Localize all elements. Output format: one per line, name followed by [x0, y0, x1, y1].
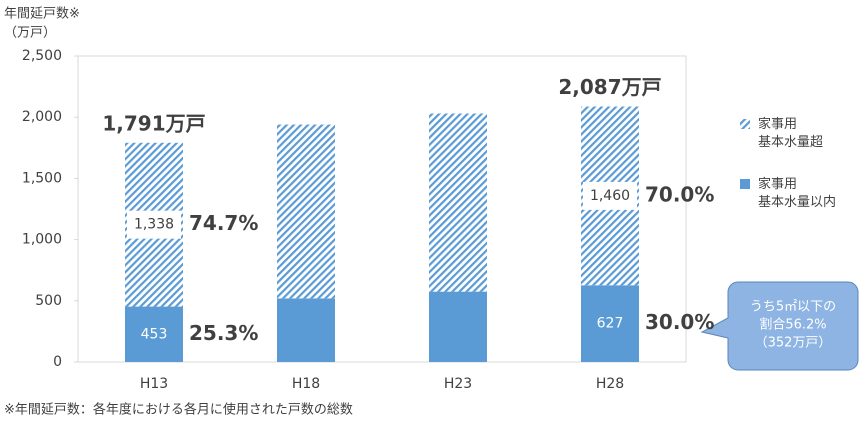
bar-segment	[429, 113, 487, 292]
value-label: 453	[141, 326, 168, 342]
percent-label: 30.0%	[645, 310, 714, 334]
bar-segment	[429, 291, 487, 362]
percent-label: 25.3%	[189, 321, 258, 345]
x-tick-label: H28	[596, 376, 624, 392]
y-tick-label: 1,000	[22, 232, 62, 248]
value-label: 1,460	[590, 188, 630, 204]
label-bg	[127, 210, 181, 239]
x-tick-label: H18	[292, 376, 320, 392]
callout-text: 割合56.2%	[759, 317, 826, 333]
bar-segment	[125, 306, 183, 362]
total-label: 2,087万戸	[558, 75, 661, 99]
percent-label: 70.0%	[645, 182, 714, 206]
y-tick-label: 2,500	[22, 48, 62, 64]
legend-label: 家事用基本水量超	[758, 116, 823, 150]
bar-segment	[277, 298, 335, 362]
y-tick-label: 1,500	[22, 170, 62, 186]
y-tick-label: 500	[35, 293, 62, 309]
total-label: 1,791万戸	[102, 111, 205, 135]
y-axis-unit: （万戸）	[4, 26, 56, 41]
legend-swatch	[740, 119, 750, 129]
y-axis-label: 年間延戸数※	[4, 7, 80, 22]
y-tick-label: 0	[53, 354, 62, 370]
callout-text: （352万戸）	[755, 336, 832, 351]
callout-text: うち5㎡以下の	[750, 300, 836, 315]
value-label: 627	[597, 316, 624, 332]
x-tick-label: H23	[444, 376, 472, 392]
bar-segment	[581, 285, 639, 362]
footnote: ※年間延戸数：各年度における各月に使用された戸数の総数	[4, 402, 353, 418]
bar-segment	[277, 124, 335, 299]
callout-box	[700, 281, 859, 371]
percent-label: 74.7%	[189, 211, 258, 235]
x-tick-label: H13	[140, 376, 168, 392]
label-bg	[583, 181, 637, 210]
y-tick-label: 2,000	[22, 109, 62, 125]
legend-label: 家事用基本水量以内	[758, 176, 836, 210]
legend-swatch	[740, 179, 750, 189]
value-label: 1,338	[134, 217, 174, 233]
